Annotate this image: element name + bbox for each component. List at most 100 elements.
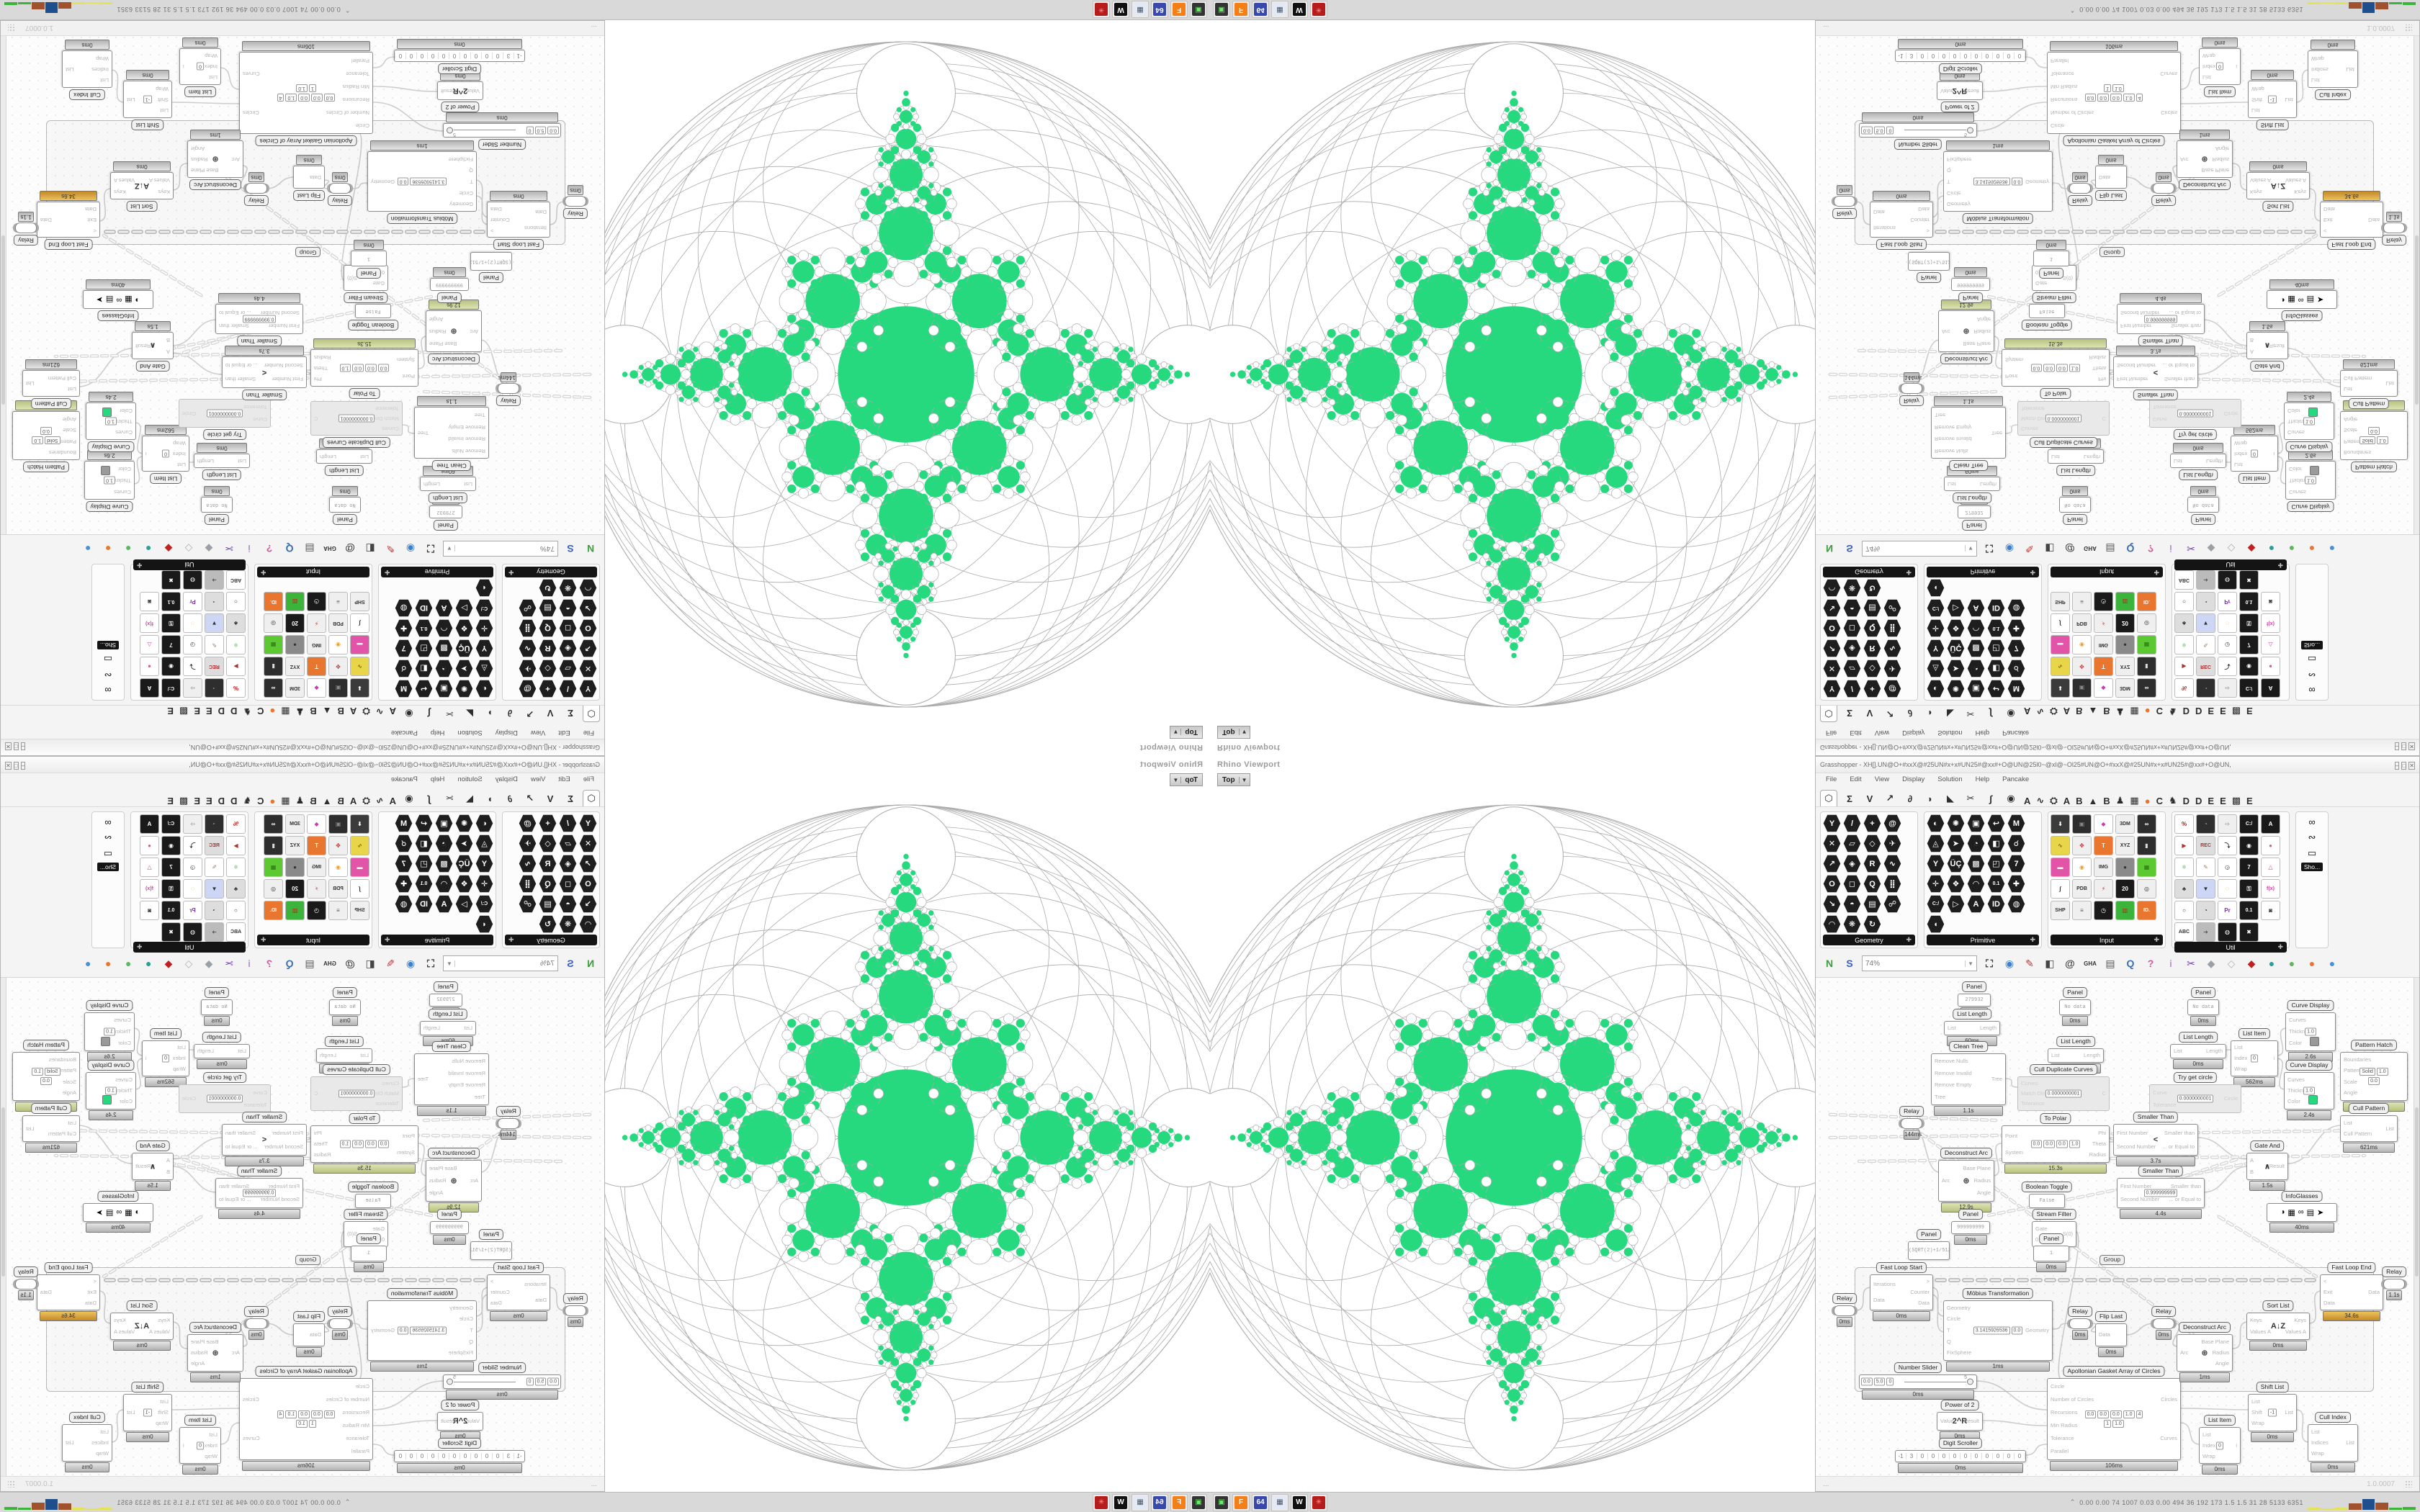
node-boolean-toggle[interactable]: Boolean Toggle False: [2021, 1182, 2073, 1208]
scrollbar-thumb[interactable]: [2415, 235, 2419, 405]
mystery-box-icon[interactable]: ?: [266, 958, 273, 969]
palette-icon[interactable]: ✺: [455, 814, 473, 832]
category-tab-9[interactable]: ◉: [405, 708, 413, 719]
palette-icon[interactable]: ID: [415, 599, 433, 617]
plugin-tab-0[interactable]: A: [389, 706, 396, 716]
node-power-of-2[interactable]: Power of 2 Value Result 2^R 0ms: [1937, 71, 1983, 112]
palette-icon[interactable]: ✎: [2196, 858, 2215, 877]
palette-icon[interactable]: ∞: [264, 814, 283, 834]
node-panel[interactable]: Panel No data 0ms: [201, 486, 233, 525]
balloon-orange-icon[interactable]: ●: [104, 958, 112, 969]
node-digit-scroller[interactable]: Digit Scroller -1 3 0 0 0 0 0 0 0 0 0 0 0ms: [1895, 1438, 2026, 1473]
palette-icon[interactable]: ◉: [2072, 635, 2092, 654]
color-swatch[interactable]: [2310, 466, 2319, 475]
red-badge-icon[interactable]: ✳: [1093, 1, 1110, 19]
minimize-button[interactable]: –: [2395, 742, 2400, 750]
plugin-tab-1[interactable]: ∿: [2036, 795, 2045, 806]
category-tab-7[interactable]: ✂: [1966, 708, 1975, 719]
slider-grip[interactable]: [447, 127, 453, 134]
palette-icon[interactable]: ◻: [1843, 875, 1861, 893]
palette-icon[interactable]: ➜: [205, 922, 224, 942]
node-body[interactable]: 1: [351, 251, 387, 266]
preview-eye-icon[interactable]: ◉: [405, 543, 416, 555]
at-icon[interactable]: @: [2065, 543, 2075, 554]
plugin-tab-16[interactable]: ▩: [179, 795, 189, 806]
palette-icon[interactable]: ◔: [1967, 834, 1985, 852]
maximize-button[interactable]: □: [2401, 742, 2407, 750]
node-body[interactable]: Point System Phi Theta Radius 0.0 0.0 0.0 1.0: [310, 349, 418, 387]
zoom-extents-icon[interactable]: ⛶: [427, 543, 434, 555]
red-badge-icon[interactable]: ✳: [1310, 1, 1327, 19]
node-shift-list[interactable]: Shift List List Shift Wrap List -1 0ms: [123, 1382, 172, 1442]
gem-white-icon[interactable]: ◇: [184, 543, 193, 555]
palette-icon[interactable]: ❋: [559, 579, 577, 597]
node-body[interactable]: First Number Second Number Smaller than...…: [222, 1124, 307, 1156]
balloon-blue-icon[interactable]: ●: [2329, 543, 2336, 554]
palette-icon[interactable]: ◎: [2137, 613, 2156, 633]
palette-icon[interactable]: ♣: [2174, 879, 2194, 899]
palette-icon[interactable]: ID.: [2137, 901, 2156, 920]
palette-icon[interactable]: T: [307, 657, 326, 676]
node-body[interactable]: Curves Match Direction Tolerance C 0.0000000…: [310, 401, 403, 436]
palette-icon[interactable]: ◎: [264, 879, 283, 899]
palette-icon[interactable]: ◐: [1927, 814, 1945, 832]
node-body[interactable]: Point System Phi Theta Radius 0.0 0.0 0.0 1.0: [2002, 349, 2110, 387]
node-list-item[interactable]: List Item List Index Wrap i 0 562ms: [2231, 1028, 2278, 1087]
palette-group-footer[interactable]: Util ✚: [133, 559, 246, 570]
palette-icon[interactable]: XYZ: [2115, 836, 2135, 855]
plugin-tab-12[interactable]: D: [2182, 706, 2190, 716]
node-panel[interactable]: Panel 1 0ms: [2033, 1233, 2069, 1272]
node-digit-scroller[interactable]: Digit Scroller -1 3 0 0 0 0 0 0 0 0 0 0 0ms: [1895, 39, 2026, 74]
plugin-tab-5[interactable]: ▲: [2088, 706, 2098, 716]
node-body[interactable]: False: [355, 304, 391, 318]
node-body[interactable]: List Length: [1944, 477, 2000, 491]
node-body[interactable]: Boundaries Pattern Scale Angle Solid 1.0 0.0: [12, 1052, 80, 1101]
menu-item-file[interactable]: File: [1826, 729, 1837, 737]
canvas-scrollbar[interactable]: [1, 978, 6, 1476]
palette-icon[interactable]: 0.1: [415, 619, 433, 637]
palette-icon[interactable]: M: [395, 680, 413, 698]
palette-icon[interactable]: ◌: [183, 613, 202, 633]
node-deconstruct-arc[interactable]: Deconstruct Arc Arc Base Plane Radius Angle ⊕…: [2177, 130, 2233, 190]
plugin-tab-6[interactable]: B: [310, 796, 317, 806]
palette-icon[interactable]: C:/: [2239, 678, 2259, 698]
palette-icon[interactable]: ↩: [415, 814, 433, 832]
palette-icon[interactable]: ▣: [2072, 814, 2092, 834]
palette-icon[interactable]: ◠: [435, 619, 453, 637]
palette-icon[interactable]: M: [2007, 680, 2025, 698]
category-tab-4[interactable]: ∂: [1907, 793, 1913, 804]
node-curve-display[interactable]: Curve Display Curves Thickness Color 1.0 2.6s: [84, 1000, 135, 1062]
node-sort-list[interactable]: Sort List Keys Values A Keys Values A A↓Z 0ms: [110, 161, 174, 212]
plugin-tab-6[interactable]: B: [310, 706, 317, 716]
node-cull-pattern[interactable]: Cull Pattern List Cull Pattern List 621ms: [22, 1103, 80, 1153]
palette-icon[interactable]: ○: [226, 901, 246, 920]
palette-icon[interactable]: 3DM: [2115, 814, 2135, 834]
wolf-app-icon[interactable]: W: [1112, 1493, 1129, 1511]
palette-icon[interactable]: ↘: [1823, 895, 1841, 913]
menu-item-solution[interactable]: Solution: [457, 775, 483, 783]
palette-icon[interactable]: ÜÇ: [455, 639, 473, 657]
plugin-tab-17[interactable]: E: [2246, 796, 2253, 806]
plugin-tab-3[interactable]: A: [2063, 796, 2071, 806]
palette-icon[interactable]: ID: [415, 895, 433, 913]
node-body[interactable]: Curves Thickness Color 1.0: [2285, 461, 2336, 500]
category-tab-6[interactable]: ◣: [466, 793, 473, 804]
palette-icon[interactable]: R: [539, 639, 557, 657]
plugin-tab-1[interactable]: ∿: [2036, 706, 2045, 717]
node-smaller-than[interactable]: Smaller Than First Number Second Number Sma…: [2117, 293, 2205, 346]
palette-icon[interactable]: 7: [2239, 858, 2259, 877]
node-cull-index[interactable]: Cull Index List Indices Wrap List 0ms: [2308, 1412, 2358, 1472]
palette-icon[interactable]: 20: [2115, 879, 2135, 899]
node-relay[interactable]: Relay 144ms: [496, 1106, 521, 1140]
node-panel[interactable]: Panel 999999999 0ms: [430, 1209, 469, 1245]
palette-icon[interactable]: f(x): [2261, 613, 2280, 633]
node-infoglasses[interactable]: InfoGlasses ◑ ▦ ∞ ▤ ➤ 40ms: [2267, 279, 2337, 321]
flyout-icon[interactable]: ∾: [2308, 832, 2316, 842]
calculator-icon[interactable]: ▦: [1131, 1, 1149, 19]
palette-icon[interactable]: ▣: [328, 814, 348, 834]
palette-icon[interactable]: ▷: [455, 895, 473, 913]
node-boolean-toggle[interactable]: Boolean Toggle False: [347, 1182, 399, 1208]
palette-icon[interactable]: /: [559, 680, 577, 698]
resize-grip-icon[interactable]: [2405, 1480, 2412, 1488]
